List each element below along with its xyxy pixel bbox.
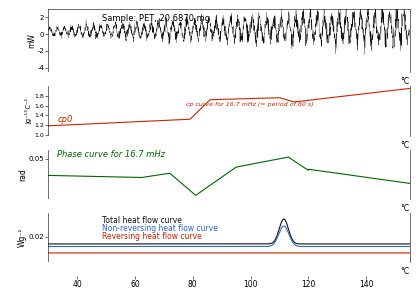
Y-axis label: Jg⁻¹°C⁻¹: Jg⁻¹°C⁻¹ [26, 98, 33, 124]
Text: °C: °C [400, 268, 410, 276]
Text: Total heat flow curve: Total heat flow curve [102, 215, 182, 225]
Text: cp curve for 16.7 mHz (= period of 60 s): cp curve for 16.7 mHz (= period of 60 s) [186, 102, 313, 107]
Text: Sample: PET, 20.6870 mg: Sample: PET, 20.6870 mg [102, 14, 210, 23]
Y-axis label: Wg⁻¹: Wg⁻¹ [18, 228, 27, 247]
Text: Reversing heat flow curve: Reversing heat flow curve [102, 232, 202, 241]
Text: °C: °C [400, 77, 410, 86]
Text: cp0: cp0 [58, 115, 73, 124]
Y-axis label: mW: mW [27, 33, 36, 48]
Text: °C: °C [400, 141, 410, 149]
Text: Non-reversing heat flow curve: Non-reversing heat flow curve [102, 224, 218, 233]
Text: Phase curve for 16.7 mHz: Phase curve for 16.7 mHz [58, 150, 165, 159]
Y-axis label: rad: rad [18, 168, 27, 181]
Text: °C: °C [400, 204, 410, 213]
